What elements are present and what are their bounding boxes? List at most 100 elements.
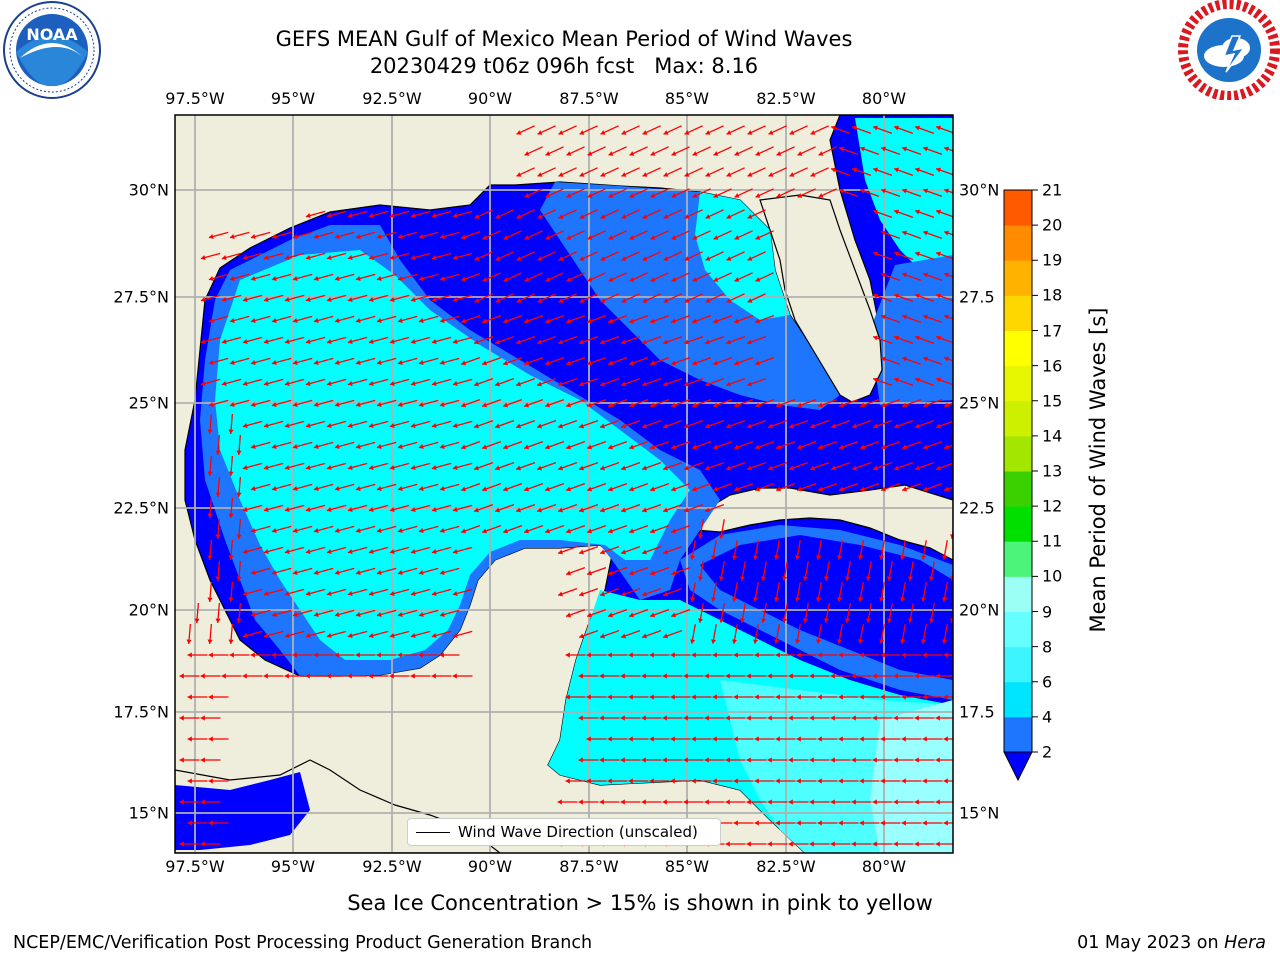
wind-wave-arrow-head [774,555,780,560]
wind-wave-arrow-head [292,528,298,533]
wind-wave-arrow-head [755,151,761,156]
wind-wave-arrow-head [250,360,256,365]
wind-wave-arrow-head [376,360,382,365]
wind-wave-arrow-head [818,444,823,450]
colorbar-tick-label: 21 [1042,180,1063,200]
wind-wave-arrow-head [726,465,731,471]
colorbar-swatch [1004,716,1032,753]
lon-tick-bottom: 82.5°W [756,857,816,876]
wind-wave-arrow-head [600,256,606,261]
wind-wave-arrow-head [663,633,668,639]
wind-wave-arrow-head [242,423,248,428]
wind-wave-arrow-head [410,423,416,428]
wind-wave-arrow-head [439,652,444,658]
wind-wave-arrow-head [599,757,604,763]
wind-wave-arrow-head [495,507,500,513]
colorbar-tick-label: 6 [1042,672,1053,692]
wind-wave-arrow-head [713,193,719,198]
wind-wave-arrow-head [376,486,382,491]
wind-wave-arrow-head [482,360,487,366]
wind-wave-arrow-head [334,612,340,617]
wind-wave-arrow-head [566,360,571,366]
wind-wave-arrow-head [894,293,899,299]
wind-wave-arrow-head [642,381,647,387]
wind-wave-arrow-head [229,652,234,658]
wind-wave-arrow-head [566,277,572,282]
lat-tick-left: 17.5°N [113,702,169,722]
wind-wave-arrow-head [845,618,851,623]
wind-wave-arrow-head [326,381,332,386]
wind-wave-arrow-head [726,214,732,219]
wind-wave-arrow-head [579,214,585,219]
wind-wave-arrow-head [389,381,395,386]
wind-wave-arrow-head [817,820,822,826]
wind-wave-arrow-head [902,402,907,408]
wind-wave-arrow-head [600,591,605,597]
svg-text:NOAA: NOAA [26,25,78,44]
wind-wave-arrow-head [271,612,277,617]
wind-wave-arrow-head [839,444,844,450]
wind-wave-arrow-head [767,757,772,763]
wind-wave-arrow-head [852,167,857,173]
wind-wave-arrow-head [642,423,647,429]
lon-tick-bottom: 85°W [664,857,710,876]
wind-wave-arrow-head [607,736,612,742]
wind-wave-arrow-head [628,736,633,742]
wind-wave-arrow-head [586,736,591,742]
wind-wave-arrow-head [621,633,626,639]
wind-wave-arrow-head [691,694,696,700]
wind-wave-arrow-head [816,597,822,602]
wind-wave-arrow-head [858,597,864,602]
wind-wave-arrow-head [893,841,898,847]
colorbar-swatch [1004,541,1032,577]
wind-wave-arrow-head [698,576,704,581]
wind-wave-arrow-head [376,570,382,575]
wind-wave-arrow-head [726,172,732,177]
wind-wave-arrow-head [565,778,570,784]
wind-wave-arrow-head [537,256,543,261]
wind-wave-arrow-head [418,360,424,365]
wind-wave-arrow-head [901,652,906,658]
wind-wave-arrow-head [923,188,928,194]
wind-wave-arrow-head [334,444,340,449]
wind-wave-arrow-head [621,298,627,303]
wind-wave-arrow-head [734,151,740,156]
wind-wave-arrow-head [418,528,424,533]
wind-wave-arrow-head [621,172,627,177]
wind-wave-arrow-head [839,146,844,152]
wind-wave-arrow-head [292,570,298,575]
colorbar-tick-label: 8 [1042,637,1053,657]
wind-wave-arrow-head [838,652,843,658]
wind-wave-arrow-head [894,167,899,173]
wind-wave-arrow-head [187,652,192,658]
wind-wave-arrow-head [837,639,843,644]
wind-wave-arrow-head [767,673,772,679]
wind-wave-arrow-head [410,339,416,344]
lat-tick-left: 22.5°N [113,498,169,518]
wind-wave-arrow-head [347,297,353,302]
wind-wave-arrow-head [810,423,815,429]
wind-wave-arrow-head [578,757,583,763]
wind-wave-arrow-head [629,612,634,618]
wind-wave-arrow-head [650,612,655,618]
wind-wave-arrow-head [684,172,690,177]
lon-tick-bottom: 90°W [467,857,513,876]
wind-wave-arrow-head [326,255,332,260]
wind-wave-arrow-head [558,549,563,555]
wind-wave-arrow-head [935,673,940,679]
wind-wave-arrow-head [284,549,290,554]
wind-wave-arrow-head [797,402,802,408]
wind-wave-arrow-head [200,297,206,302]
colorbar-swatch [1004,611,1032,648]
wind-wave-arrow-head [873,335,878,341]
wind-wave-arrow-head [944,314,949,320]
wind-wave-arrow-head [284,591,290,596]
lon-tick-top: 85°W [664,89,710,108]
wind-wave-arrow-head [263,297,269,302]
wind-wave-arrow-head [795,639,801,644]
wind-wave-arrow-head [376,444,382,449]
wind-wave-arrow-head [313,360,319,365]
wind-wave-arrow-head [599,673,604,679]
wind-wave-arrow-head [923,486,928,492]
wind-wave-arrow-head [439,528,445,533]
